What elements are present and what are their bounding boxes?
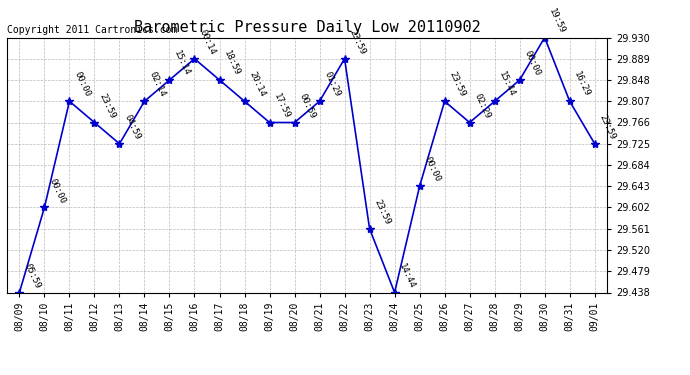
Text: 14:44: 14:44 xyxy=(397,261,417,290)
Text: 19:59: 19:59 xyxy=(547,6,567,35)
Text: Copyright 2011 Cartronics.com: Copyright 2011 Cartronics.com xyxy=(7,25,177,35)
Text: 00:00: 00:00 xyxy=(72,70,92,99)
Text: 15:44: 15:44 xyxy=(497,70,517,99)
Text: 05:59: 05:59 xyxy=(22,261,41,290)
Text: 00:00: 00:00 xyxy=(522,49,542,77)
Text: 20:14: 20:14 xyxy=(247,70,267,99)
Text: 02:29: 02:29 xyxy=(473,92,492,120)
Text: 00:00: 00:00 xyxy=(47,177,67,205)
Title: Barometric Pressure Daily Low 20110902: Barometric Pressure Daily Low 20110902 xyxy=(134,20,480,35)
Text: 16:29: 16:29 xyxy=(573,70,592,99)
Text: 23:59: 23:59 xyxy=(97,92,117,120)
Text: 23:59: 23:59 xyxy=(598,113,617,141)
Text: 23:59: 23:59 xyxy=(347,28,367,56)
Text: 00:59: 00:59 xyxy=(297,92,317,120)
Text: 00:00: 00:00 xyxy=(422,155,442,183)
Text: 04:59: 04:59 xyxy=(122,113,141,141)
Text: 02:14: 02:14 xyxy=(147,70,167,99)
Text: 00:14: 00:14 xyxy=(197,28,217,56)
Text: 23:59: 23:59 xyxy=(447,70,467,99)
Text: 01:29: 01:29 xyxy=(322,70,342,99)
Text: 15:14: 15:14 xyxy=(172,49,192,77)
Text: 18:59: 18:59 xyxy=(222,49,242,77)
Text: 23:59: 23:59 xyxy=(373,198,392,226)
Text: 17:59: 17:59 xyxy=(273,92,292,120)
